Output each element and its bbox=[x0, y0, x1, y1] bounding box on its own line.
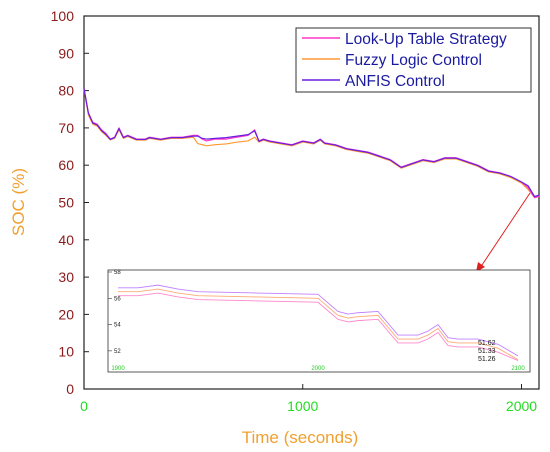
inset-final-value-2: 51.33 bbox=[478, 348, 496, 355]
inset-series-line-2 bbox=[118, 288, 519, 361]
x-axis-ticks: 0 1000 2000 bbox=[80, 384, 537, 414]
inset-frame bbox=[107, 269, 531, 373]
legend-label-lookup: Look-Up Table Strategy bbox=[345, 31, 507, 48]
y-tick-label: 100 bbox=[51, 8, 75, 24]
inset-series-lines bbox=[118, 284, 519, 361]
y-axis-title: SOC (%) bbox=[9, 168, 28, 236]
inset-chart: 52 54 56 58 1900 2000 2100 51.62 51.33 51.26 bbox=[107, 269, 531, 373]
inset-final-value-1: 51.62 bbox=[478, 340, 496, 347]
y-tick-label: 50 bbox=[58, 195, 74, 211]
inset-y-tick-label: 52 bbox=[114, 349, 121, 355]
x-tick-label: 2000 bbox=[506, 398, 537, 414]
legend: Look-Up Table Strategy Fuzzy Logic Contr… bbox=[295, 27, 532, 93]
y-tick-label: 60 bbox=[58, 157, 74, 173]
y-tick-label: 30 bbox=[58, 269, 74, 285]
inset-axis-ticks: 52 54 56 58 1900 2000 2100 bbox=[108, 270, 525, 372]
x-tick-label: 1000 bbox=[287, 398, 318, 414]
y-tick-label: 10 bbox=[58, 344, 74, 360]
inset-x-tick-label: 1900 bbox=[111, 366, 125, 372]
y-axis-ticks: 0 10 20 30 40 50 60 70 80 90 100 bbox=[51, 8, 89, 397]
inset-y-tick-label: 58 bbox=[114, 270, 121, 276]
x-axis-title: Time (seconds) bbox=[242, 428, 359, 447]
y-tick-label: 70 bbox=[58, 120, 74, 136]
inset-final-value-3: 51.26 bbox=[478, 356, 496, 363]
x-tick-label: 0 bbox=[80, 398, 88, 414]
main-series-lines bbox=[83, 88, 540, 199]
inset-y-tick-label: 54 bbox=[114, 323, 121, 329]
legend-label-fuzzy: Fuzzy Logic Control bbox=[345, 52, 482, 69]
y-tick-label: 0 bbox=[66, 381, 74, 397]
inset-x-tick-label: 2000 bbox=[311, 366, 325, 372]
zoom-arrow bbox=[476, 192, 531, 272]
y-tick-label: 20 bbox=[58, 306, 74, 322]
legend-label-anfis: ANFIS Control bbox=[345, 73, 445, 90]
series-line-fuzzy-logic bbox=[83, 89, 540, 199]
inset-x-tick-label: 2100 bbox=[511, 366, 525, 372]
y-tick-label: 90 bbox=[58, 45, 74, 61]
inset-series-line-3 bbox=[118, 292, 519, 361]
y-tick-label: 40 bbox=[58, 232, 74, 248]
inset-y-tick-label: 56 bbox=[114, 296, 121, 302]
inset-series-line-1 bbox=[118, 284, 519, 357]
y-tick-label: 80 bbox=[58, 83, 74, 99]
series-line-anfis bbox=[83, 88, 540, 198]
